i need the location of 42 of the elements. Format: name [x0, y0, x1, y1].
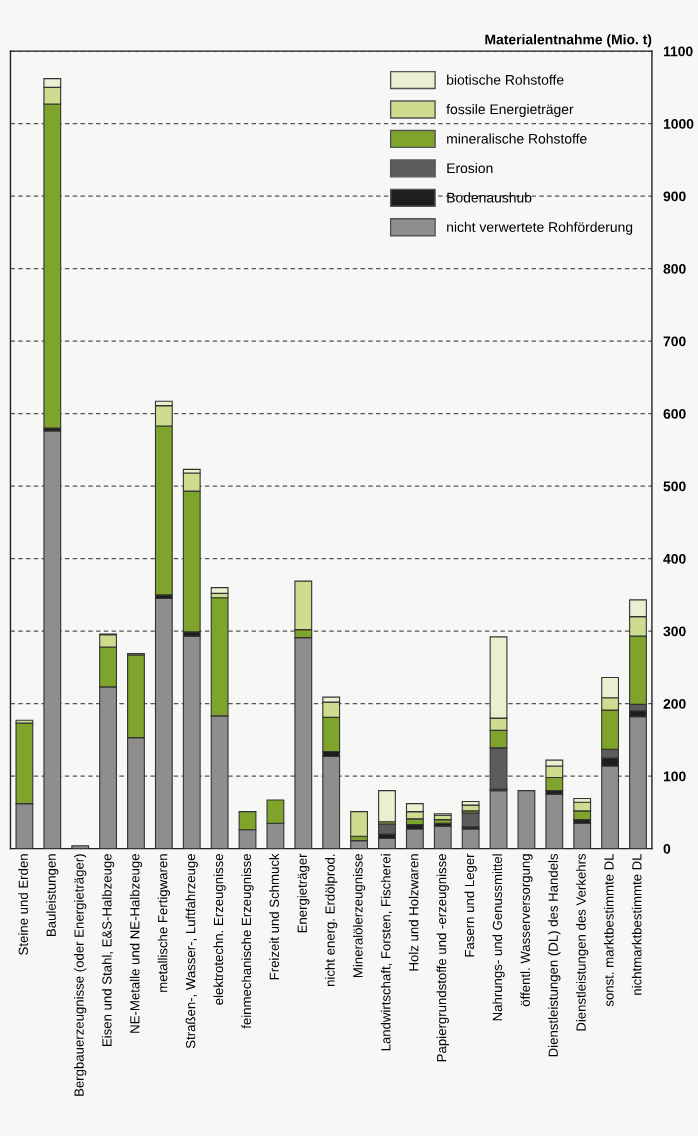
- y-tick-label: 1000: [663, 118, 694, 129]
- legend-label: Bodenaushub: [447, 192, 532, 203]
- x-tick-label: Energieträger: [297, 853, 310, 933]
- x-tick-label: Nahrungs- und Genussmittel: [492, 854, 505, 1021]
- x-tick-label: Papiergrundstoffe und -erzeugnisse: [436, 854, 449, 1062]
- x-tick-label: öffentl. Wasserversorgung: [520, 854, 533, 1007]
- x-tick-label: Holz und Holzwaren: [408, 854, 419, 971]
- legend-label: nicht verwertete Rohförderung: [447, 221, 633, 235]
- x-tick-label: Mineralölerzeugnisse: [352, 854, 366, 978]
- legend-label: Erosion: [447, 162, 493, 174]
- y-tick-label: 600: [663, 408, 686, 419]
- x-tick-label: Dienstleistungen (DL) des Handels: [548, 853, 561, 1057]
- x-tick-label: Eisen und Stahl, E&S-Halbzeuge: [101, 854, 115, 1046]
- y-tick-label: 1100: [663, 46, 693, 57]
- x-tick-label: Bergbauerzeugnisse (oder Energieträger): [74, 854, 87, 1096]
- y-tick-label: 700: [663, 336, 686, 347]
- y-tick-label: 900: [663, 191, 686, 202]
- x-tick-label: Straßen-, Wasser-, Luftfahrzeuge: [185, 854, 198, 1049]
- x-tick-label: sonst. marktbestimmte DL: [603, 853, 614, 1007]
- y-tick-label: 500: [663, 481, 686, 492]
- x-tick-label: Freizeit und Schmuck: [269, 853, 279, 980]
- y-tick-label: 400: [663, 553, 686, 564]
- legend-label: fossile Energieträger: [446, 104, 574, 117]
- legend-label: mineralische Rohstoffe: [447, 133, 587, 144]
- x-tick-label: Dienstleistungen des Verkehrs: [576, 853, 589, 1031]
- x-tick-label: Fasern und Leger: [464, 853, 477, 957]
- x-tick-label: nicht energ. Erdölprod.: [325, 854, 338, 987]
- y-tick-label: 200: [663, 698, 686, 709]
- x-tick-label: Steine und Erden: [18, 854, 28, 955]
- y-tick-label: 100: [663, 771, 686, 782]
- legend-label: biotische Rohstoffe: [447, 74, 564, 85]
- x-tick-label: elektrotechn. Erzeugnisse: [213, 854, 226, 1005]
- y-tick-label: 800: [663, 263, 686, 274]
- y-axis-title: Materialentnahme (Mio. t): [485, 34, 652, 48]
- x-tick-label: Bauleistungen: [46, 854, 59, 936]
- x-tick-label: NE-Metalle und NE-Halbzeuge: [129, 854, 143, 1033]
- x-tick-label: metallische Fertigwaren: [157, 854, 171, 992]
- y-tick-label: 0: [663, 843, 671, 854]
- x-tick-label: nichtmarktbestimmte DL: [631, 853, 642, 995]
- x-tick-label: feinmechanische Erzeugnisse: [241, 854, 254, 1029]
- x-tick-label: Landwirtschaft, Forsten, Fischerei: [380, 854, 393, 1051]
- y-tick-label: 300: [663, 626, 686, 637]
